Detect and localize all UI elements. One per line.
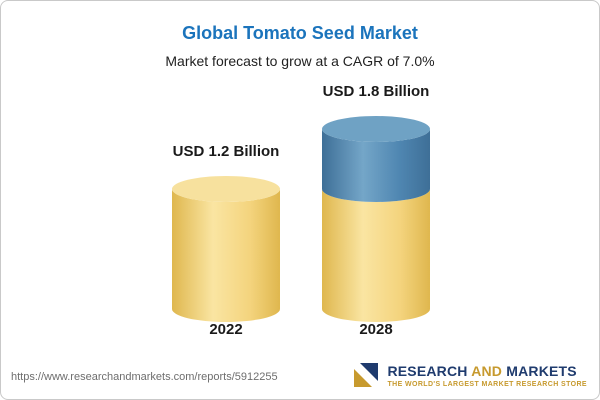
chart-title: Global Tomato Seed Market [182,23,418,43]
logo-tagline: THE WORLD'S LARGEST MARKET RESEARCH STOR… [387,380,587,388]
category-label-2028: 2028 [359,321,393,338]
logo-word-research: RESEARCH [387,362,468,379]
logo-wordmark: RESEARCH AND MARKETS [387,363,587,379]
cylinder-top-2022 [172,176,280,202]
value-label-2028: USD 1.8 Billion [322,83,430,100]
chart-subtitle: Market forecast to grow at a CAGR of 7.0… [165,53,435,69]
cylinder-segment-base-2028 [322,189,430,322]
researchandmarkets-logo: RESEARCH AND MARKETS THE WORLD'S LARGEST… [352,361,587,389]
cylinder-top-2028 [322,116,430,142]
logo-text-block: RESEARCH AND MARKETS THE WORLD'S LARGEST… [387,363,587,388]
value-label-2022: USD 1.2 Billion [172,143,280,160]
report-url-link[interactable]: https://www.researchandmarkets.com/repor… [11,371,278,383]
cylinder-segment-base-2022 [172,189,280,322]
logo-icon [354,363,379,387]
category-label-2022: 2022 [209,321,243,338]
logo-word-and: AND [471,362,503,379]
logo-word-markets: MARKETS [506,362,577,379]
cylinder-segment-growth-2028 [322,129,430,202]
